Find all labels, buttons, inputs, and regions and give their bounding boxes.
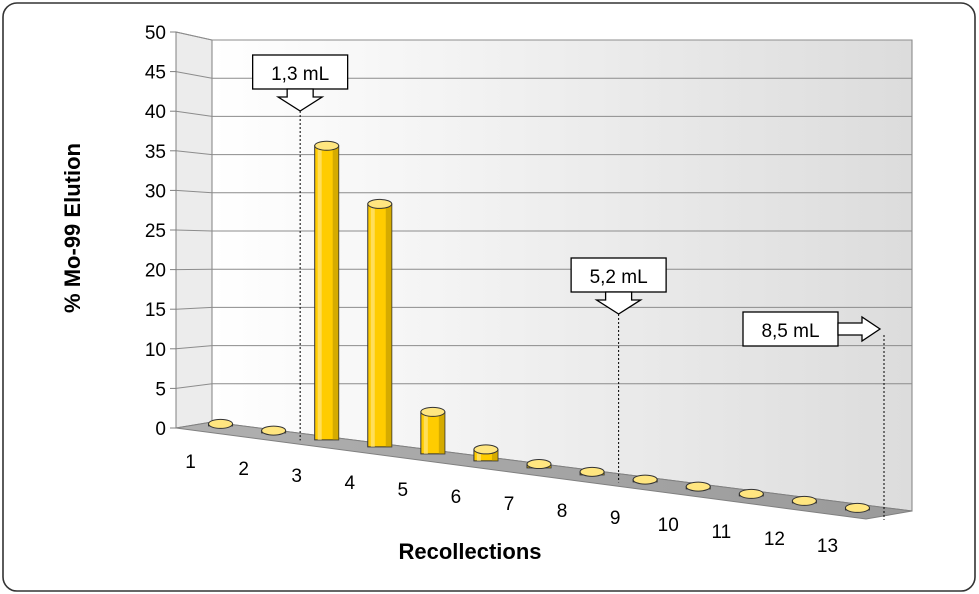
x-tick-label: 8 bbox=[557, 501, 568, 522]
bar bbox=[791, 495, 817, 506]
bar bbox=[738, 488, 764, 499]
bars bbox=[208, 140, 870, 513]
gridline-side bbox=[175, 150, 213, 156]
gridline-side bbox=[175, 229, 213, 232]
callout: 5,2 mL bbox=[570, 257, 667, 483]
bar bbox=[261, 425, 287, 436]
x-tick-label: 4 bbox=[344, 473, 355, 494]
x-axis-title: Recollections bbox=[398, 539, 541, 564]
x-tick-label: 13 bbox=[817, 536, 838, 557]
x-tick-label: 10 bbox=[658, 515, 679, 536]
bar bbox=[208, 418, 234, 429]
callout-label: 8,5 mL bbox=[761, 321, 819, 342]
x-tick-label: 2 bbox=[238, 459, 249, 480]
y-tick-label: 40 bbox=[145, 102, 166, 123]
gridline-side bbox=[175, 306, 213, 310]
y-axis-title: % Mo-99 Elution bbox=[60, 143, 85, 313]
bar bbox=[367, 198, 393, 448]
gridline-side bbox=[175, 71, 213, 79]
x-tick-label: 9 bbox=[610, 508, 621, 529]
bar bbox=[685, 481, 711, 492]
y-tick-label: 30 bbox=[145, 181, 166, 202]
bar bbox=[579, 466, 605, 477]
bar bbox=[632, 474, 658, 485]
y-tick-label: 10 bbox=[145, 340, 166, 361]
x-tick-label: 11 bbox=[711, 522, 731, 543]
y-tick-label: 25 bbox=[145, 221, 166, 242]
bar bbox=[473, 444, 499, 462]
gridline-side bbox=[175, 345, 213, 350]
bar bbox=[526, 459, 552, 470]
x-tick-labels: 1 2 3 4 5 6 7 8 9 10 11 12 13 bbox=[185, 452, 838, 557]
x-tick-label: 6 bbox=[451, 487, 462, 508]
bar bbox=[844, 502, 870, 513]
x-tick-label: 12 bbox=[764, 529, 785, 550]
y-tick-label: 0 bbox=[155, 419, 166, 440]
floor bbox=[175, 421, 913, 520]
gridline-side bbox=[175, 189, 213, 194]
y-tick-label: 5 bbox=[155, 379, 166, 400]
x-tick-label: 5 bbox=[398, 480, 409, 501]
x-tick-label: 7 bbox=[504, 494, 515, 515]
y-tick-label: 15 bbox=[145, 300, 166, 321]
gridline-side bbox=[175, 31, 213, 41]
callout-label: 5,2 mL bbox=[590, 267, 648, 288]
x-tick-label: 1 bbox=[185, 452, 196, 473]
y-tick-labels: 0 5 10 15 20 25 30 35 40 45 50 bbox=[145, 23, 166, 440]
y-tick-label: 35 bbox=[145, 142, 166, 163]
gridline-side bbox=[175, 110, 213, 117]
callout: 8,5 mL bbox=[742, 311, 885, 520]
annotations: 1,3 mL 5,2 mL 8,5 mL bbox=[252, 54, 885, 520]
y-tick-label: 45 bbox=[145, 63, 166, 84]
y-tick-label: 20 bbox=[145, 261, 166, 282]
bar bbox=[314, 140, 340, 441]
bar bbox=[420, 406, 446, 455]
callout-label: 1,3 mL bbox=[271, 64, 329, 85]
callout: 1,3 mL bbox=[252, 54, 349, 441]
x-tick-label: 3 bbox=[291, 466, 302, 487]
y-tick-label: 50 bbox=[145, 23, 166, 44]
gridline-side bbox=[175, 383, 213, 389]
